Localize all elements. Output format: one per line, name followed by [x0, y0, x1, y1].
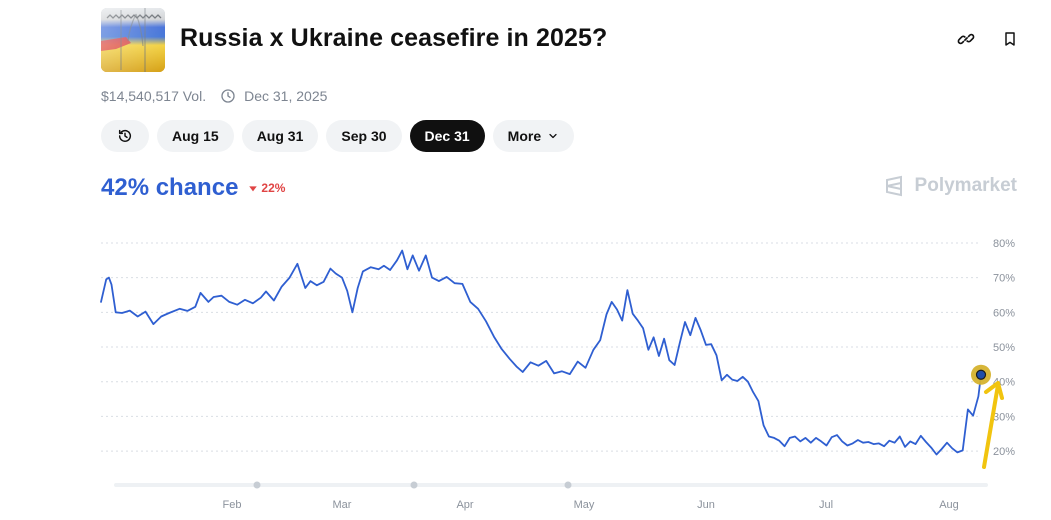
tab-dec-31[interactable]: Dec 31: [409, 120, 485, 152]
current-point: [975, 369, 987, 380]
y-tick-label: 80%: [993, 238, 1015, 250]
copy-link-button[interactable]: [953, 26, 979, 52]
range-slider-handle-3[interactable]: [564, 481, 572, 489]
chance-delta: 22%: [248, 181, 285, 195]
tab-aug-31[interactable]: Aug 31: [241, 120, 319, 152]
annotation-arrow-shaft: [982, 383, 1000, 469]
bookmark-icon: [1005, 32, 1015, 46]
chance-value: 42% chance: [101, 174, 239, 201]
chance-delta-text: 22%: [261, 181, 286, 195]
polymarket-brand: Polymarket: [883, 174, 1017, 198]
market-thumbnail: [101, 8, 165, 72]
y-tick-label: 20%: [993, 446, 1015, 458]
page-title: Russia x Ukraine ceasefire in 2025?: [180, 24, 608, 52]
header-actions: [953, 26, 1023, 52]
range-slider-handle-2[interactable]: [410, 481, 418, 489]
down-triangle-icon: [249, 186, 258, 192]
x-tick-label: Aug: [939, 499, 959, 511]
y-tick-label: 60%: [993, 307, 1015, 319]
history-tab[interactable]: [101, 120, 149, 152]
tab-sep-30[interactable]: Sep 30: [326, 120, 402, 152]
volume-text: $14,540,517 Vol.: [101, 88, 207, 104]
line-series: [100, 249, 982, 456]
date-tabs: Aug 15 Aug 31 Sep 30 Dec 31 More: [101, 120, 575, 152]
clock-icon: [221, 89, 235, 103]
price-chart: 80%70%60%50%40%30%20%Feb Mar Apr May Jun Jul A…: [100, 238, 1015, 511]
chevron-down-icon: [549, 133, 557, 139]
range-slider-handle-1[interactable]: [253, 481, 261, 489]
tab-aug-15[interactable]: Aug 15: [157, 120, 234, 152]
polymarket-logo-icon: [885, 175, 902, 197]
x-tick-label: Apr: [456, 499, 473, 511]
chart-container: 80% 70% 60% 50% 40% 30% 20% Feb Mar Apr May Jun Jul A…: [96, 221, 1036, 520]
history-icon: [118, 129, 132, 142]
x-tick-label: Jun: [697, 499, 715, 511]
annotation-arrow-head: [984, 381, 1004, 400]
end-date: Dec 31, 2025: [220, 88, 327, 104]
x-tick-label: Mar: [333, 499, 352, 511]
y-tick-label: 30%: [993, 411, 1015, 423]
more-tab-label: More: [507, 128, 542, 144]
link-icon: [957, 33, 975, 45]
bookmark-button[interactable]: [997, 26, 1023, 52]
y-tick-label: 50%: [993, 342, 1015, 354]
chance-summary: 42% chance 22%: [101, 174, 285, 202]
x-tick-label: May: [574, 499, 595, 511]
more-tab[interactable]: More: [492, 120, 575, 152]
x-tick-label: Feb: [223, 499, 242, 511]
end-date-text: Dec 31, 2025: [244, 88, 328, 104]
x-tick-label: Jul: [819, 499, 833, 511]
market-meta: $14,540,517 Vol. Dec 31, 2025: [101, 88, 327, 104]
brand-name: Polymarket: [914, 175, 1017, 196]
y-tick-label: 70%: [993, 273, 1015, 285]
